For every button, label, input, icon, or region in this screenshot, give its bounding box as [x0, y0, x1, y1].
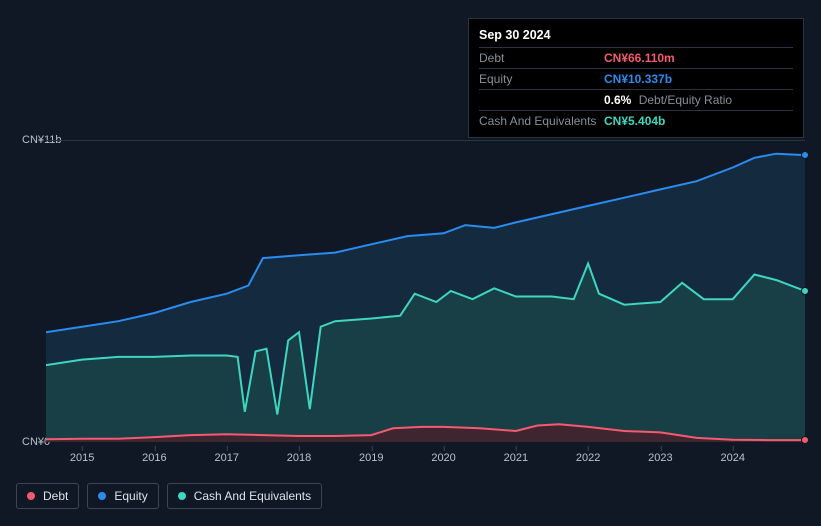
tooltip-row: Cash And EquivalentsCN¥5.404b — [479, 110, 793, 131]
tooltip-value: 0.6% Debt/Equity Ratio — [604, 93, 732, 107]
legend-dot-icon — [27, 492, 35, 500]
x-axis-tick: 2021 — [504, 452, 528, 464]
x-axis-tick: 2020 — [431, 452, 455, 464]
cash-marker — [801, 287, 809, 295]
x-axis-tick: 2024 — [720, 452, 744, 464]
x-axis-tick: 2016 — [142, 452, 166, 464]
tooltip-suffix: Debt/Equity Ratio — [635, 93, 732, 107]
legend-item-cash-and-equivalents[interactable]: Cash And Equivalents — [167, 483, 322, 509]
legend-item-equity[interactable]: Equity — [87, 483, 158, 509]
tooltip-card: Sep 30 2024 DebtCN¥66.110mEquityCN¥10.33… — [468, 18, 804, 138]
tooltip-label: Equity — [479, 72, 604, 86]
tooltip-value: CN¥5.404b — [604, 114, 665, 128]
debt-marker — [801, 436, 809, 444]
tooltip-value: CN¥66.110m — [604, 51, 675, 65]
x-axis-tick: 2017 — [214, 452, 238, 464]
legend-dot-icon — [98, 492, 106, 500]
legend-label: Equity — [114, 489, 147, 503]
tooltip-row: DebtCN¥66.110m — [479, 47, 793, 68]
tooltip-label: Debt — [479, 51, 604, 65]
x-axis-tick: 2018 — [287, 452, 311, 464]
x-axis: 2015 2016 2017 2018 2019 2020 2021 2022 2023 2024 — [46, 446, 805, 466]
legend: Debt Equity Cash And Equivalents — [16, 483, 322, 509]
x-axis-tick: 2019 — [359, 452, 383, 464]
tooltip-label: Cash And Equivalents — [479, 114, 604, 128]
x-axis-tick: 2015 — [70, 452, 94, 464]
legend-item-debt[interactable]: Debt — [16, 483, 79, 509]
tooltip-date: Sep 30 2024 — [479, 25, 793, 47]
tooltip-label — [479, 93, 604, 107]
tooltip-row: 0.6% Debt/Equity Ratio — [479, 89, 793, 110]
legend-label: Cash And Equivalents — [194, 489, 311, 503]
x-axis-tick: 2023 — [648, 452, 672, 464]
tooltip-row: EquityCN¥10.337b — [479, 68, 793, 89]
chart-container: CN¥11bCN¥0 20152016201720182019202020212… — [16, 120, 805, 480]
equity-marker — [801, 151, 809, 159]
x-axis-tick: 2022 — [576, 452, 600, 464]
area-chart[interactable] — [46, 140, 805, 442]
legend-label: Debt — [43, 489, 68, 503]
tooltip-value: CN¥10.337b — [604, 72, 672, 86]
legend-dot-icon — [178, 492, 186, 500]
